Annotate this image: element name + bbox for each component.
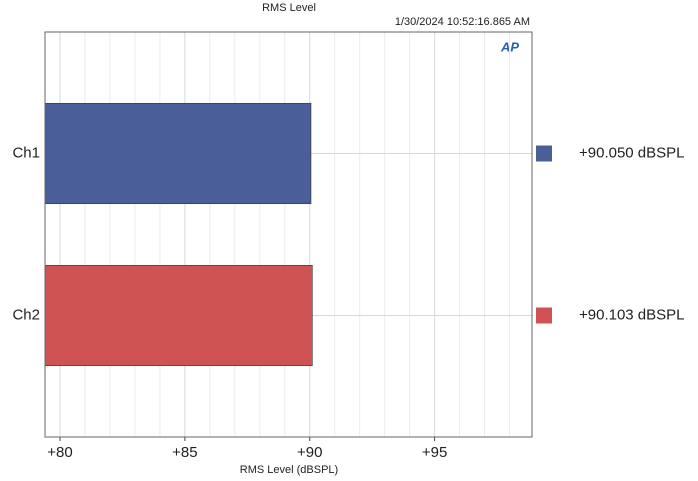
x-axis-label: RMS Level (dBSPL): [240, 464, 338, 476]
chart-title: RMS Level: [262, 2, 316, 14]
value-label: +90.050 dBSPL: [579, 144, 685, 161]
y-tick-label: Ch1: [12, 144, 40, 161]
value-label: +90.103 dBSPL: [579, 306, 685, 323]
bar: [44, 102, 312, 205]
x-tick-label: +95: [422, 444, 447, 461]
timestamp: 1/30/2024 10:52:16.865 AM: [395, 16, 530, 28]
x-tick-label: +80: [47, 444, 72, 461]
y-tick-label: Ch2: [12, 306, 40, 323]
bar: [44, 264, 313, 367]
x-tick-label: +85: [172, 444, 197, 461]
legend-swatch: [536, 307, 552, 324]
legend-swatch: [536, 145, 552, 162]
x-tick-label: +90: [297, 444, 322, 461]
plot-frame: [44, 31, 533, 438]
